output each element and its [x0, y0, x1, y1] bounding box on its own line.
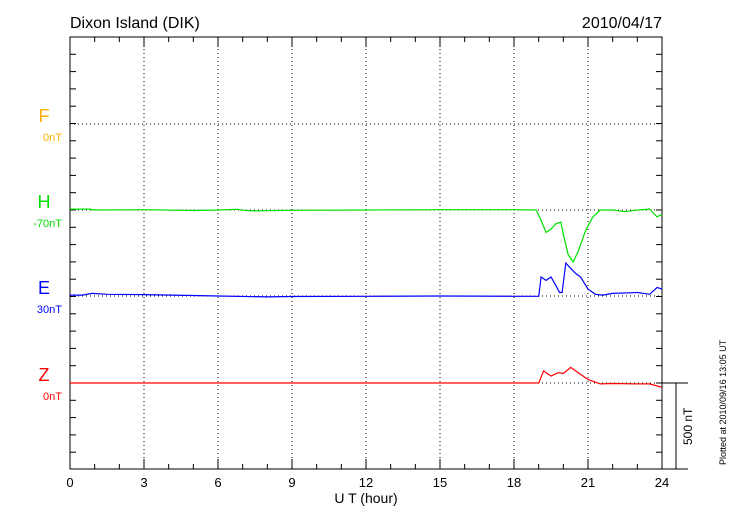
scale-label: 500 nT [681, 407, 695, 445]
x-axis-label: U T (hour) [334, 490, 397, 506]
x-tick-label: 3 [140, 475, 147, 490]
x-tick-label: 18 [507, 475, 521, 490]
series-offset-Z: 0nT [43, 391, 62, 403]
series-line-Z [70, 366, 663, 388]
x-tick-label: 0 [66, 475, 73, 490]
series-name-Z: Z [39, 365, 50, 385]
series-line-H [70, 208, 663, 264]
x-tick-label: 9 [288, 475, 295, 490]
series-name-H: H [38, 192, 51, 212]
x-tick-label: 15 [433, 475, 447, 490]
x-tick-label: 24 [655, 475, 669, 490]
series-offset-H: -70nT [33, 218, 62, 230]
x-tick-label: 21 [581, 475, 595, 490]
series-offset-F: 0nT [43, 132, 62, 144]
series-name-F: F [39, 106, 50, 126]
series-offset-E: 30nT [37, 304, 62, 316]
chart-date: 2010/04/17 [582, 15, 662, 32]
x-tick-label: 12 [359, 475, 373, 490]
plotted-at-footnote: Plotted at 2010/09/16 13:05 UT [718, 339, 728, 465]
series-line-E [70, 261, 663, 298]
chart-title: Dixon Island (DIK) [70, 15, 200, 32]
series-name-E: E [38, 278, 50, 298]
x-tick-label: 6 [214, 475, 221, 490]
